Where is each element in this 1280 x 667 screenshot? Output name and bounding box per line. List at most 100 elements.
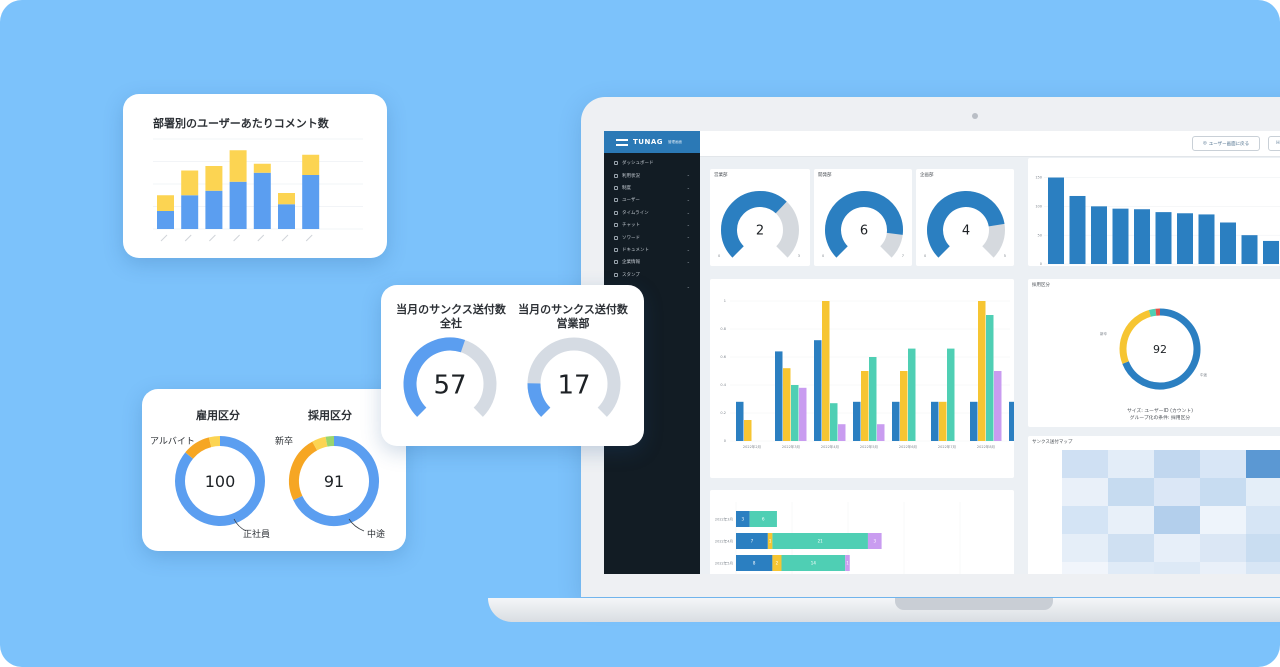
nav-item-label: 利用状況 (622, 173, 640, 179)
sidebar-nav-item[interactable]: チャット ⌄ (604, 219, 700, 231)
company-gauge-title: 当月のサンクス送付数 全社 (391, 303, 511, 331)
sidebar-nav-item[interactable]: 利用状況 ⌄ (604, 169, 700, 181)
sidebar-nav-item[interactable]: スタンプ (604, 269, 700, 281)
heatmap-cell (1246, 534, 1280, 562)
stacked-segment (781, 555, 846, 571)
heatmap-chart (1062, 450, 1280, 574)
app-gauge-value: 4 (962, 224, 970, 239)
gauge-max-label: 3 (798, 254, 800, 258)
comment-tick-mark (281, 234, 289, 242)
grouped-bar (978, 301, 986, 441)
grouped-bar (892, 401, 900, 441)
nav-item-icon (614, 198, 618, 203)
heatmap-cell (1062, 450, 1108, 478)
grouped-tick-label: 0.8 (720, 327, 726, 331)
top-bar-chart-panel: 150 100 50 0 (1028, 158, 1280, 266)
grouped-bar (791, 385, 799, 441)
top-chart-bar (1198, 214, 1215, 264)
employment-donut-charts: 100 91 (175, 436, 379, 532)
grouped-bar-chart: 1 0.8 0.6 0.4 0.2 0 2022年2月 2022年3月 2022年4月 2022年… (720, 299, 1041, 449)
nav-item-icon (614, 260, 618, 265)
chevron-down-icon: ⌄ (686, 221, 690, 227)
employment-title: 雇用区分 (196, 409, 240, 422)
grouped-bar (736, 401, 744, 441)
heatmap-cell (1108, 562, 1154, 574)
stacked-segment (767, 533, 773, 549)
app-logo[interactable]: TUNAG 管理画面 (604, 131, 700, 153)
comment-tick-mark (184, 234, 192, 242)
header-extra-button[interactable]: H (1268, 136, 1280, 151)
laptop-notch (895, 598, 1053, 610)
top-chart-bar (1048, 177, 1064, 264)
employment-donut-segment (175, 436, 265, 526)
heatmap-cell (1246, 450, 1280, 478)
gauge-min-label: 0 (924, 254, 926, 258)
nav-item-label: スタンプ (622, 272, 640, 278)
sidebar-nav: ダッシュボード 利用状況 ⌄ 制度 ⌄ ユーザー ⌄ タイムライン ⌄ チャット ⌄ ソワード ⌄ ドキュ… (604, 153, 700, 330)
company-gauge-title-line2: 全社 (440, 317, 462, 330)
chevron-down-icon: ⌄ (686, 283, 690, 289)
stacked-segment-label: 3 (742, 516, 745, 521)
company-gauge-title-line1: 当月のサンクス送付数 (396, 303, 506, 316)
thanks-gauge-charts: 57 17 (403, 337, 621, 417)
nav-item-icon (614, 173, 618, 178)
hiring-title: 採用区分 (308, 409, 352, 422)
stacked-segment-label: 3 (874, 538, 877, 543)
thanks-gauge-card: 当月のサンクス送付数 全社 当月のサンクス送付数 営業部 57 17 (381, 285, 644, 446)
comment-card-title: 部署別のユーザーあたりコメント数 (153, 117, 329, 130)
gauge-max-label: 7 (902, 254, 904, 258)
top-chart-tick-label: 150 (1035, 176, 1042, 180)
hire-donut-segment (1119, 310, 1151, 364)
sidebar-nav-item[interactable]: ユーザー ⌄ (604, 194, 700, 206)
sidebar-nav-item[interactable]: ドキュメント ⌄ (604, 244, 700, 256)
comment-bar-segment (205, 166, 223, 191)
grouped-bar (744, 420, 752, 441)
grouped-bar (814, 340, 822, 441)
heatmap-cell (1246, 506, 1280, 534)
top-bar-chart: 150 100 50 0 (1035, 176, 1280, 266)
hiring-donut-segment (312, 436, 328, 451)
sales-gauge-fill (527, 383, 551, 417)
employment-donut-card: 雇用区分 採用区分 アルバイト 正社員 新卒 中途 100 91 (142, 389, 406, 551)
comment-bar-segment (278, 204, 295, 229)
heatmap-cell (1108, 450, 1154, 478)
gauge-title: 開発部 (818, 173, 832, 178)
heatmap-cell (1200, 478, 1246, 506)
nav-item-label: ソワード (622, 235, 640, 241)
grouped-category-label: 2022年7月 (938, 444, 956, 449)
grouped-bar (900, 371, 908, 441)
nav-item-label: タイムライン (622, 210, 649, 216)
grouped-bar (830, 403, 838, 441)
grouped-category-label: 2022年5月 (860, 444, 878, 449)
sidebar-nav-item[interactable]: 制度 ⌄ (604, 182, 700, 194)
top-chart-bar (1263, 240, 1279, 264)
stacked-segment (867, 533, 882, 549)
company-gauge-fill (403, 337, 466, 417)
stacked-bar-panel: 2022年3月 3 6 2022年4月 7 1 21 3 2022年5月 8 2 14 1 (710, 490, 1014, 574)
stacked-segment-label: 14 (811, 560, 817, 565)
grouped-bar (783, 368, 791, 441)
heatmap-cell (1154, 562, 1200, 574)
hire-donut-center: 92 (1153, 343, 1167, 356)
hiring-donut-segment (293, 436, 379, 526)
sidebar-nav-item[interactable]: ダッシュボード (604, 157, 700, 169)
back-button-label: ユーザー画面に戻る (1208, 141, 1250, 147)
hire-donut-caption-1: サイズ: ユーザーID (カウント) (1127, 407, 1193, 414)
back-to-user-view-button[interactable]: ◎ ユーザー画面に戻る (1192, 136, 1260, 151)
dashboard-screen: TUNAG 管理画面 ダッシュボード 利用状況 ⌄ 制度 ⌄ ユーザー ⌄ タイムライン ⌄ チャ… (604, 131, 1280, 574)
grouped-bar (908, 348, 916, 441)
sidebar-nav-item[interactable]: 企業情報 ⌄ (604, 256, 700, 268)
sidebar-nav-item[interactable]: ソワード ⌄ (604, 231, 700, 243)
grouped-bar (939, 401, 947, 441)
heatmap-cell (1246, 478, 1280, 506)
gauge-title: 企画部 (920, 173, 934, 178)
stacked-segment-label: 2 (776, 560, 779, 565)
nav-item-label: 企業情報 (622, 260, 640, 266)
grouped-bar (994, 371, 1002, 441)
comment-bar-segment (229, 181, 247, 229)
comment-bar-segment (253, 163, 271, 173)
sidebar-nav-item[interactable]: タイムライン ⌄ (604, 207, 700, 219)
grouped-bar (838, 424, 846, 441)
grouped-category-label: 2022年4月 (821, 444, 839, 449)
heatmap-cell (1062, 562, 1108, 574)
